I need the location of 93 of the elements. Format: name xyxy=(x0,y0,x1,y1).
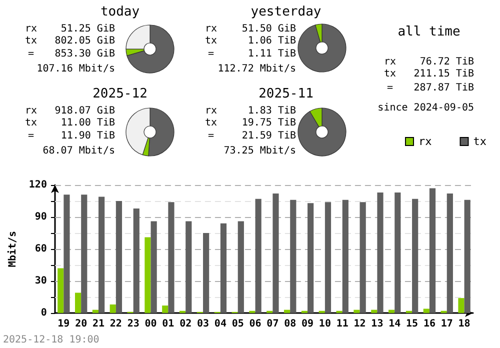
x-tick-label: 12 xyxy=(354,318,366,330)
bar xyxy=(220,223,227,313)
text: 2025-12-18 19:00 xyxy=(3,334,100,346)
bar xyxy=(342,200,348,313)
x-tick-label: 18 xyxy=(458,318,470,330)
bar xyxy=(360,202,366,313)
bar xyxy=(110,304,116,313)
text: = 11.90 TiB xyxy=(28,130,115,142)
bar xyxy=(371,310,378,313)
bar xyxy=(162,306,168,313)
bar xyxy=(168,202,174,313)
bar xyxy=(98,196,105,313)
y-tick-label: 30 xyxy=(34,276,47,286)
x-tick-label: 15 xyxy=(406,318,418,330)
bar xyxy=(238,221,244,313)
bar xyxy=(446,194,453,313)
bar xyxy=(133,208,140,313)
text: rx 51.25 GiB xyxy=(24,24,115,34)
bar xyxy=(429,188,436,313)
bar xyxy=(324,202,332,313)
bar xyxy=(272,194,279,313)
bar xyxy=(423,308,430,313)
y-tick-label: 90 xyxy=(34,212,47,222)
chart-title: today xyxy=(100,4,140,20)
bar xyxy=(81,194,88,313)
y-tick-label: 0 xyxy=(40,308,47,318)
chart-title: 2025-11 xyxy=(258,86,314,102)
text: rx 51.50 GiB xyxy=(204,24,296,34)
x-tick-label: 19 xyxy=(58,318,70,330)
x-tick-label: 00 xyxy=(144,318,157,330)
bar xyxy=(74,292,82,313)
text: tx 211.15 TiB xyxy=(384,68,474,80)
text: all time xyxy=(398,24,460,40)
bar xyxy=(284,310,290,313)
x-tick-label: 20 xyxy=(75,318,88,330)
text: tx 19.75 TiB xyxy=(204,118,296,128)
chart-title: yesterday xyxy=(250,4,322,20)
x-tick-label: 07 xyxy=(266,318,279,330)
bar xyxy=(377,192,384,313)
text: = 1.11 TiB xyxy=(208,48,296,60)
x-tick-label: 04 xyxy=(214,318,226,330)
bar xyxy=(255,198,262,313)
text: 73.25 Mbit/s xyxy=(224,146,296,156)
text: since 2024-09-05 xyxy=(378,102,474,114)
bar xyxy=(290,200,296,313)
text: rx 918.07 GiB xyxy=(24,106,115,116)
bar xyxy=(58,268,64,313)
y-axis-title: Mbit/s xyxy=(6,230,18,268)
y-tick-label: 120 xyxy=(28,180,47,190)
text: = 853.30 GiB xyxy=(28,48,115,60)
chart-title: 2025-12 xyxy=(92,86,148,102)
x-tick-label: 06 xyxy=(249,318,262,330)
text: 112.72 Mbit/s xyxy=(218,64,296,74)
text: = 21.59 TiB xyxy=(208,130,296,142)
legend-label: rx xyxy=(418,135,432,148)
bar xyxy=(92,310,99,313)
bar xyxy=(116,201,122,313)
legend-label: tx xyxy=(473,135,487,148)
bar xyxy=(64,194,70,313)
x-tick-label: 13 xyxy=(371,318,384,330)
bar xyxy=(354,310,360,313)
x-tick-label: 14 xyxy=(388,318,401,330)
x-tick-label: 16 xyxy=(423,318,436,330)
bar xyxy=(394,192,401,313)
bar xyxy=(186,221,192,313)
x-tick-label: 09 xyxy=(302,318,314,330)
bar xyxy=(144,237,151,313)
text: 107.16 Mbit/s xyxy=(36,64,115,74)
bar xyxy=(203,233,210,313)
bar xyxy=(412,198,418,313)
x-tick-label: 11 xyxy=(336,318,348,330)
x-tick-label: 02 xyxy=(180,318,192,330)
x-tick-label: 23 xyxy=(127,318,140,330)
x-tick-label: 08 xyxy=(284,318,296,330)
x-tick-label: 17 xyxy=(440,318,453,330)
text: tx 11.00 TiB xyxy=(24,118,115,128)
y-tick-label: 60 xyxy=(34,244,47,254)
bar xyxy=(150,221,157,313)
text: rx 1.83 TiB xyxy=(204,106,296,116)
x-tick-label: 05 xyxy=(232,318,244,330)
text: tx 802.05 GiB xyxy=(24,36,115,46)
x-tick-label: 21 xyxy=(92,318,105,330)
x-tick-label: 10 xyxy=(318,318,331,330)
bar xyxy=(308,203,314,313)
x-tick-label: 03 xyxy=(196,318,210,330)
text: rx 76.72 TiB xyxy=(384,56,474,68)
text: tx 1.06 TiB xyxy=(204,36,296,46)
x-tick-label: 22 xyxy=(110,318,122,330)
text: 68.07 Mbit/s xyxy=(42,146,115,156)
bar xyxy=(458,298,464,313)
bar xyxy=(388,310,395,313)
text: = 287.87 TiB xyxy=(386,82,474,94)
x-tick-label: 01 xyxy=(162,318,174,330)
